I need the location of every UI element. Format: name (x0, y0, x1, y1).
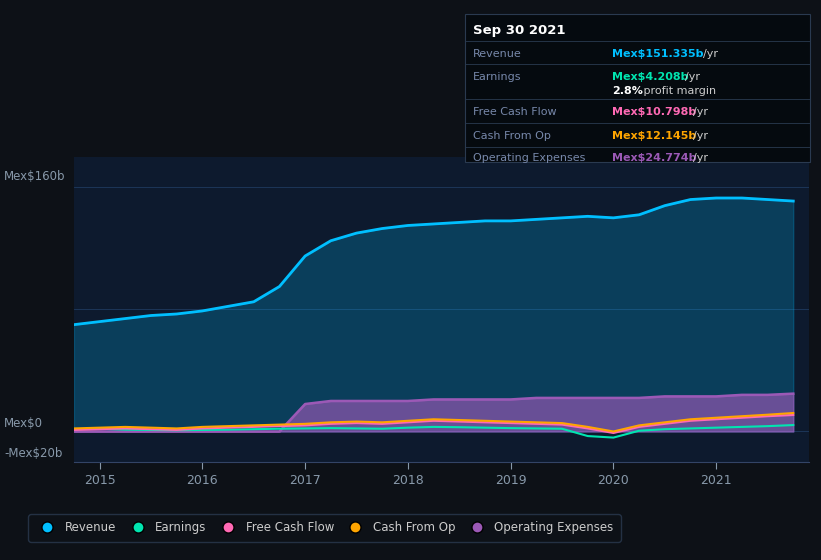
Text: /yr: /yr (685, 72, 699, 82)
Text: Mex$160b: Mex$160b (4, 170, 66, 183)
Text: /yr: /yr (693, 107, 708, 117)
Text: Mex$0: Mex$0 (4, 417, 44, 430)
Text: Operating Expenses: Operating Expenses (473, 153, 585, 164)
Text: 2.8%: 2.8% (612, 86, 644, 96)
Text: Revenue: Revenue (473, 49, 521, 59)
Text: Sep 30 2021: Sep 30 2021 (473, 24, 566, 38)
Text: Earnings: Earnings (473, 72, 521, 82)
Text: /yr: /yr (693, 153, 708, 164)
Legend: Revenue, Earnings, Free Cash Flow, Cash From Op, Operating Expenses: Revenue, Earnings, Free Cash Flow, Cash … (29, 515, 621, 542)
Text: Mex$24.774b: Mex$24.774b (612, 153, 697, 164)
Text: Free Cash Flow: Free Cash Flow (473, 107, 557, 117)
Text: profit margin: profit margin (640, 86, 717, 96)
Text: /yr: /yr (703, 49, 718, 59)
Text: Mex$12.145b: Mex$12.145b (612, 130, 697, 141)
Text: Mex$151.335b: Mex$151.335b (612, 49, 704, 59)
Text: -Mex$20b: -Mex$20b (4, 447, 62, 460)
Text: /yr: /yr (693, 130, 708, 141)
Text: Mex$10.798b: Mex$10.798b (612, 107, 697, 117)
Text: Mex$4.208b: Mex$4.208b (612, 72, 689, 82)
Text: Cash From Op: Cash From Op (473, 130, 551, 141)
